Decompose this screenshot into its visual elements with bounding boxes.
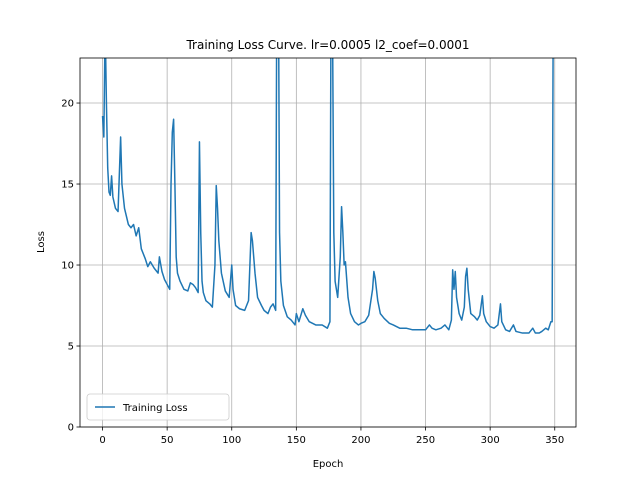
y-tick-label: 15 — [61, 180, 74, 191]
x-tick-label: 300 — [481, 435, 500, 446]
legend-label: Training Loss — [122, 403, 188, 414]
grid — [80, 58, 576, 428]
x-tick-label: 350 — [545, 435, 564, 446]
legend: Training Loss — [86, 393, 230, 421]
plot-area — [101, 58, 554, 334]
legend-box — [86, 393, 230, 421]
y-tick-label: 10 — [61, 261, 74, 272]
ticks: 0 50 100 150 200 250 300 350 0 5 10 15 20 — [61, 99, 564, 446]
x-axis-label: Epoch — [313, 459, 344, 470]
axes-frame — [79, 57, 577, 428]
chart-title: Training Loss Curve. lr=0.0005 l2_coef=0… — [185, 38, 469, 52]
x-tick-label: 150 — [287, 435, 306, 446]
y-axis-label: Loss — [36, 231, 47, 253]
loss-line — [101, 58, 554, 334]
y-tick-label: 0 — [68, 423, 74, 434]
x-tick-label: 250 — [416, 435, 435, 446]
y-tick-label: 20 — [61, 99, 74, 110]
x-tick-label: 50 — [161, 435, 174, 446]
y-tick-label: 5 — [68, 342, 74, 353]
x-tick-label: 200 — [351, 435, 370, 446]
x-tick-label: 100 — [222, 435, 241, 446]
x-tick-label: 0 — [99, 435, 105, 446]
